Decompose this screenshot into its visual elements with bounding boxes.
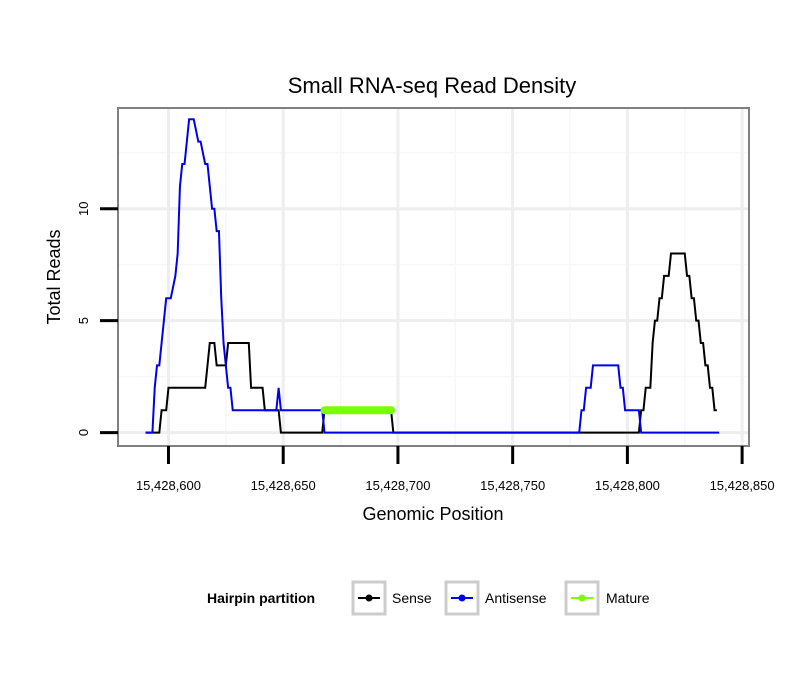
legend-key-point [578, 594, 586, 602]
x-tick-label: 15,428,800 [595, 478, 660, 493]
legend-key-point [458, 594, 466, 602]
chart-title: Small RNA-seq Read Density [288, 73, 577, 98]
legend-title: Hairpin partition [207, 590, 315, 606]
series-line-antisense [145, 118, 720, 434]
series-line-sense [145, 252, 717, 434]
legend: Hairpin partition Sense Antisense Mature [207, 580, 650, 616]
y-tick-label: 5 [76, 317, 91, 324]
x-axis-title: Genomic Position [362, 504, 503, 524]
legend-item-mature: Mature [564, 580, 650, 616]
x-tick-label: 15,428,650 [251, 478, 316, 493]
legend-label: Antisense [485, 590, 547, 606]
x-tick-label: 15,428,750 [480, 478, 545, 493]
y-tick-label: 0 [76, 429, 91, 436]
x-tick-label: 15,428,700 [365, 478, 430, 493]
axes: 15,428,600 15,428,650 15,428,700 15,428,750… [76, 201, 775, 493]
legend-item-antisense: Antisense [444, 580, 547, 616]
legend-label: Sense [392, 590, 432, 606]
plot-panel [118, 108, 749, 446]
data-series [145, 118, 720, 434]
y-tick-label: 10 [76, 201, 91, 215]
x-tick-label: 15,428,600 [136, 478, 201, 493]
y-axis-title: Total Reads [44, 229, 64, 324]
legend-label: Mature [606, 590, 650, 606]
plot-border [117, 107, 750, 447]
legend-item-sense: Sense [351, 580, 432, 616]
x-tick-label: 15,428,850 [710, 478, 775, 493]
legend-entries: Sense Antisense Mature [351, 580, 650, 616]
legend-key-point [365, 594, 373, 602]
plot-background [118, 108, 749, 446]
